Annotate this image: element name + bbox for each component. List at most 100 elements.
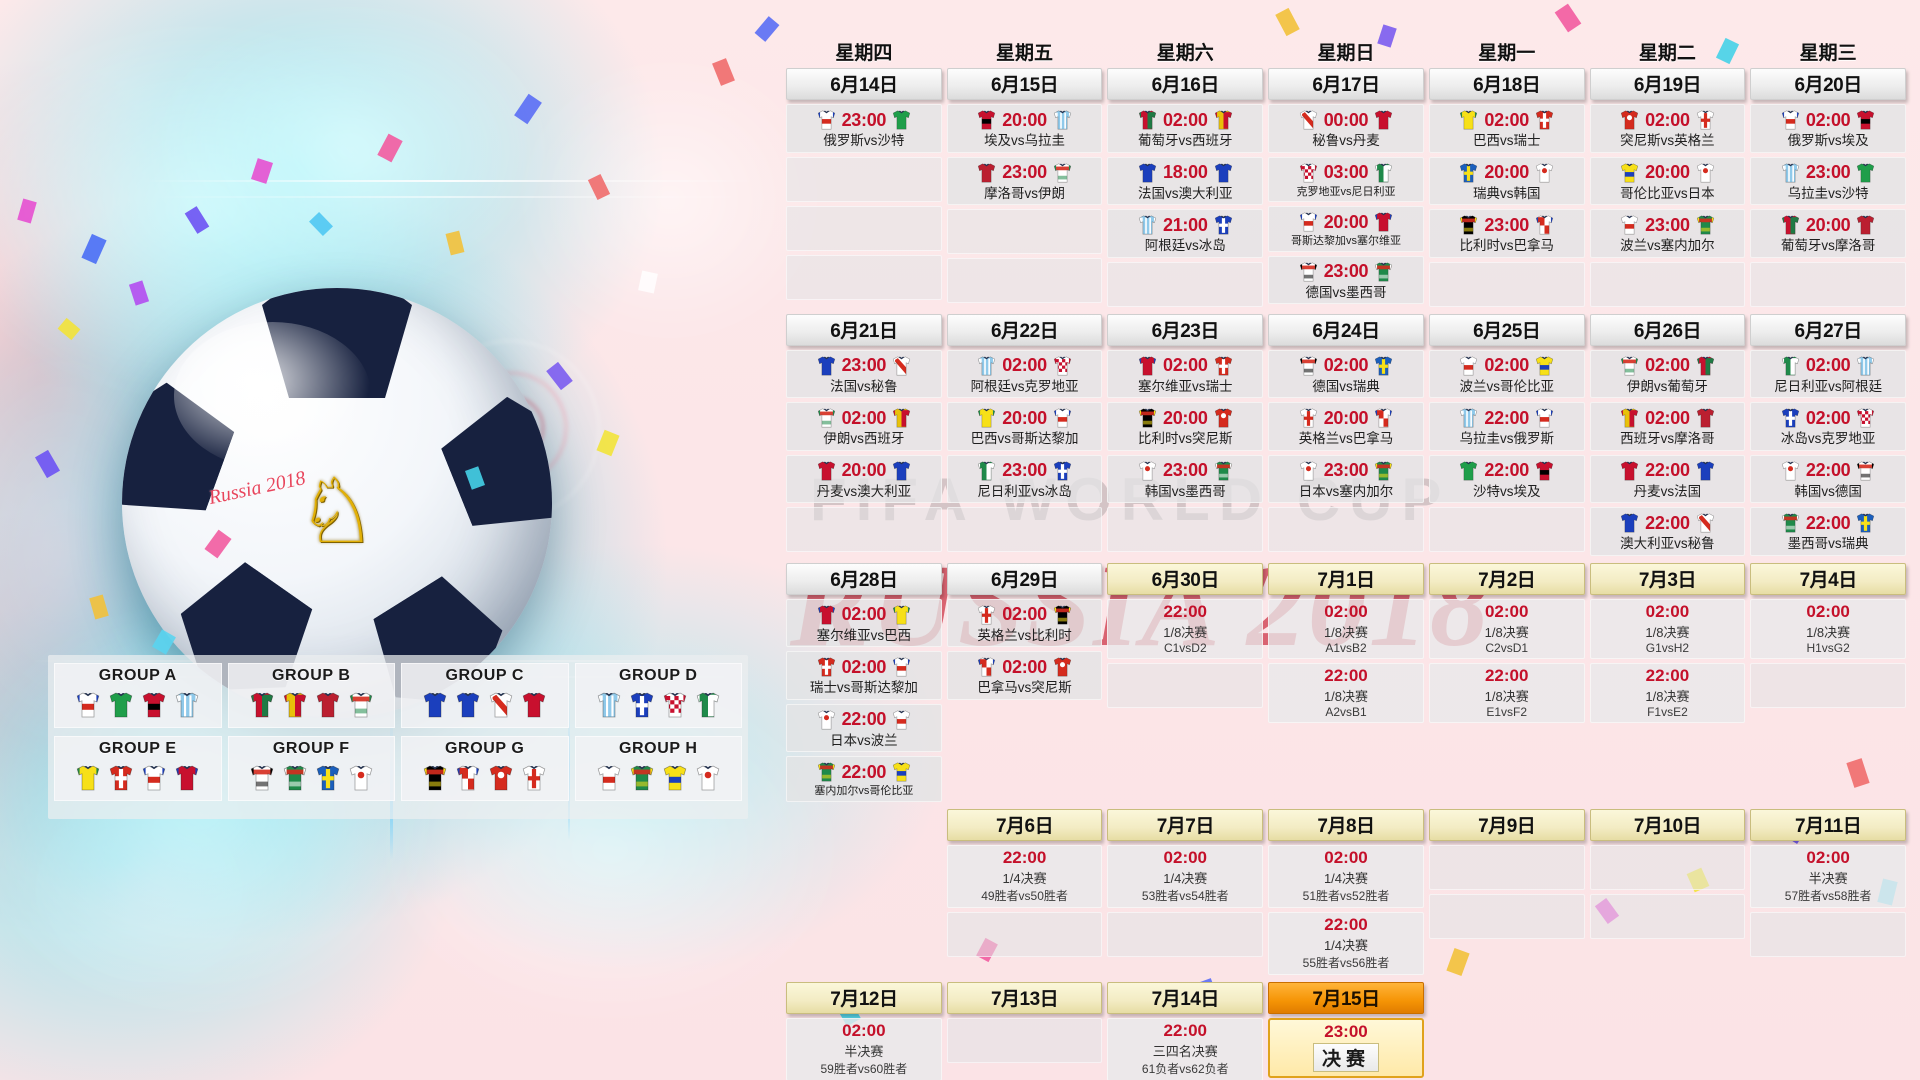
match-cell[interactable]: 02:00 阿根廷vs克罗地亚 bbox=[946, 349, 1103, 399]
date-header[interactable]: 7月3日 bbox=[1589, 562, 1746, 595]
date-header[interactable]: 7月10日 bbox=[1589, 808, 1746, 841]
date-header[interactable]: 6月14日 bbox=[786, 68, 942, 100]
date-header[interactable]: 6月25日 bbox=[1428, 313, 1585, 346]
match-cell[interactable]: 20:00 英格兰vs巴拿马 bbox=[1268, 402, 1424, 451]
match-cell[interactable]: 22:00 韩国vs德国 bbox=[1750, 454, 1906, 504]
date-header[interactable]: 6月22日 bbox=[946, 313, 1103, 346]
knockout-cell[interactable]: 22:00 1/8决赛 F1vsE2 bbox=[1589, 662, 1746, 723]
match-cell[interactable]: 22:00 沙特vs埃及 bbox=[1428, 454, 1585, 504]
match-cell[interactable]: 02:00 突尼斯vs英格兰 bbox=[1589, 104, 1746, 153]
date-header[interactable]: 6月26日 bbox=[1589, 313, 1746, 346]
match-cell[interactable]: 18:00 法国vs澳大利亚 bbox=[1107, 156, 1264, 206]
match-cell[interactable]: 02:00 德国vs瑞典 bbox=[1268, 349, 1424, 399]
match-cell[interactable]: 22:00 塞内加尔vs哥伦比亚 bbox=[786, 756, 942, 802]
match-cell[interactable]: 03:00 克罗地亚vs尼日利亚 bbox=[1268, 156, 1424, 203]
match-cell[interactable]: 23:00 韩国vs墨西哥 bbox=[1107, 454, 1264, 504]
match-cell[interactable]: 22:00 澳大利亚vs秘鲁 bbox=[1589, 507, 1746, 556]
match-cell[interactable]: 02:00 巴拿马vs突尼斯 bbox=[946, 651, 1103, 700]
match-cell[interactable]: 02:00 英格兰vs比利时 bbox=[946, 598, 1103, 648]
match-cell[interactable]: 02:00 塞尔维亚vs瑞士 bbox=[1107, 349, 1264, 399]
match-cell[interactable]: 22:00 墨西哥vs瑞典 bbox=[1750, 507, 1906, 556]
date-header[interactable]: 6月21日 bbox=[786, 313, 942, 346]
group-box-b[interactable]: GROUP B bbox=[227, 663, 395, 728]
date-header[interactable]: 6月28日 bbox=[786, 562, 942, 595]
match-cell[interactable]: 22:00 丹麦vs法国 bbox=[1589, 454, 1746, 504]
date-header[interactable]: 6月30日 bbox=[1107, 562, 1264, 595]
match-cell[interactable]: 00:00 秘鲁vs丹麦 bbox=[1268, 104, 1424, 153]
group-box-g[interactable]: GROUP G bbox=[401, 736, 569, 801]
group-box-c[interactable]: GROUP C bbox=[401, 663, 569, 728]
date-header[interactable]: 6月15日 bbox=[946, 68, 1103, 100]
knockout-cell[interactable]: 02:00 1/8决赛 H1vsG2 bbox=[1750, 598, 1906, 659]
date-header[interactable]: 6月24日 bbox=[1268, 313, 1424, 346]
date-header[interactable]: 7月6日 bbox=[946, 808, 1103, 841]
date-header[interactable]: 7月13日 bbox=[946, 981, 1103, 1014]
date-header[interactable]: 7月8日 bbox=[1268, 808, 1424, 841]
match-cell[interactable]: 22:00 日本vs波兰 bbox=[786, 703, 942, 753]
match-cell[interactable]: 02:00 葡萄牙vs西班牙 bbox=[1107, 104, 1264, 153]
group-box-a[interactable]: GROUP A bbox=[54, 663, 222, 728]
match-cell[interactable]: 02:00 巴西vs瑞士 bbox=[1428, 104, 1585, 153]
match-cell[interactable]: 23:00 比利时vs巴拿马 bbox=[1428, 209, 1585, 258]
match-cell[interactable]: 02:00 西班牙vs摩洛哥 bbox=[1589, 402, 1746, 451]
match-cell[interactable]: 02:00 冰岛vs克罗地亚 bbox=[1750, 402, 1906, 451]
date-header[interactable]: 6月19日 bbox=[1589, 68, 1746, 100]
match-cell[interactable]: 20:00 葡萄牙vs摩洛哥 bbox=[1750, 209, 1906, 258]
knockout-cell[interactable]: 22:00 1/4决赛 49胜者vs50胜者 bbox=[946, 844, 1103, 908]
knockout-cell[interactable]: 22:00 1/8决赛 A2vsB1 bbox=[1268, 662, 1424, 723]
date-header[interactable]: 6月23日 bbox=[1107, 313, 1264, 346]
date-header[interactable]: 7月1日 bbox=[1268, 562, 1424, 595]
match-cell[interactable]: 20:00 埃及vs乌拉圭 bbox=[946, 104, 1103, 153]
date-header[interactable]: 6月16日 bbox=[1107, 68, 1264, 100]
knockout-cell[interactable]: 02:00 半决赛 57胜者vs58胜者 bbox=[1750, 844, 1906, 908]
match-cell[interactable]: 20:00 哥伦比亚vs日本 bbox=[1589, 156, 1746, 206]
date-header[interactable]: 6月20日 bbox=[1750, 68, 1906, 100]
match-cell[interactable]: 20:00 比利时vs突尼斯 bbox=[1107, 402, 1264, 451]
match-cell[interactable]: 23:00 乌拉圭vs沙特 bbox=[1750, 156, 1906, 206]
match-cell[interactable]: 20:00 哥斯达黎加vs塞尔维亚 bbox=[1268, 206, 1424, 252]
match-cell[interactable]: 02:00 瑞士vs哥斯达黎加 bbox=[786, 651, 942, 700]
match-cell[interactable]: 23:00 俄罗斯vs沙特 bbox=[786, 104, 942, 153]
date-header[interactable]: 7月4日 bbox=[1750, 562, 1906, 595]
date-header[interactable]: 7月14日 bbox=[1107, 981, 1264, 1014]
date-header[interactable]: 7月9日 bbox=[1428, 808, 1585, 841]
final-match-cell[interactable]: 23:00 决赛 bbox=[1268, 1017, 1424, 1078]
date-header[interactable]: 7月12日 bbox=[786, 981, 942, 1014]
knockout-cell[interactable]: 22:00 1/8决赛 E1vsF2 bbox=[1428, 662, 1585, 723]
group-box-f[interactable]: GROUP F bbox=[227, 736, 395, 801]
match-cell[interactable]: 02:00 俄罗斯vs埃及 bbox=[1750, 104, 1906, 153]
date-header[interactable]: 7月11日 bbox=[1750, 808, 1906, 841]
match-cell[interactable]: 02:00 伊朗vs西班牙 bbox=[786, 402, 942, 451]
knockout-cell[interactable]: 02:00 1/4决赛 51胜者vs52胜者 bbox=[1268, 844, 1424, 908]
knockout-cell[interactable]: 22:00 1/8决赛 C1vsD2 bbox=[1107, 598, 1264, 659]
knockout-cell[interactable]: 02:00 1/4决赛 53胜者vs54胜者 bbox=[1107, 844, 1264, 908]
knockout-cell[interactable]: 02:00 半决赛 59胜者vs60胜者 bbox=[786, 1017, 942, 1080]
match-cell[interactable]: 23:00 摩洛哥vs伊朗 bbox=[946, 156, 1103, 206]
match-cell[interactable]: 20:00 丹麦vs澳大利亚 bbox=[786, 454, 942, 504]
date-header[interactable]: 6月27日 bbox=[1750, 313, 1906, 346]
match-cell[interactable]: 23:00 日本vs塞内加尔 bbox=[1268, 454, 1424, 504]
date-header[interactable]: 6月29日 bbox=[946, 562, 1103, 595]
match-cell[interactable]: 22:00 乌拉圭vs俄罗斯 bbox=[1428, 402, 1585, 451]
date-header[interactable]: 6月18日 bbox=[1428, 68, 1585, 100]
knockout-cell[interactable]: 22:00 三四名决赛 61负者vs62负者 bbox=[1107, 1017, 1264, 1080]
knockout-cell[interactable]: 02:00 1/8决赛 C2vsD1 bbox=[1428, 598, 1585, 659]
knockout-cell[interactable]: 22:00 1/4决赛 55胜者vs56胜者 bbox=[1268, 911, 1424, 975]
group-box-d[interactable]: GROUP D bbox=[574, 663, 742, 728]
match-cell[interactable]: 23:00 法国vs秘鲁 bbox=[786, 349, 942, 399]
match-cell[interactable]: 21:00 阿根廷vs冰岛 bbox=[1107, 209, 1264, 258]
match-cell[interactable]: 23:00 德国vs墨西哥 bbox=[1268, 255, 1424, 305]
match-cell[interactable]: 20:00 瑞典vs韩国 bbox=[1428, 156, 1585, 206]
match-cell[interactable]: 02:00 伊朗vs葡萄牙 bbox=[1589, 349, 1746, 399]
knockout-cell[interactable]: 02:00 1/8决赛 A1vsB2 bbox=[1268, 598, 1424, 659]
match-cell[interactable]: 23:00 尼日利亚vs冰岛 bbox=[946, 454, 1103, 504]
match-cell[interactable]: 02:00 波兰vs哥伦比亚 bbox=[1428, 349, 1585, 399]
match-cell[interactable]: 02:00 塞尔维亚vs巴西 bbox=[786, 598, 942, 648]
match-cell[interactable]: 20:00 巴西vs哥斯达黎加 bbox=[946, 402, 1103, 451]
date-header[interactable]: 7月7日 bbox=[1107, 808, 1264, 841]
date-header[interactable]: 7月15日 bbox=[1268, 981, 1424, 1014]
group-box-h[interactable]: GROUP H bbox=[574, 736, 742, 801]
match-cell[interactable]: 02:00 尼日利亚vs阿根廷 bbox=[1750, 349, 1906, 399]
group-box-e[interactable]: GROUP E bbox=[54, 736, 222, 801]
date-header[interactable]: 7月2日 bbox=[1428, 562, 1585, 595]
